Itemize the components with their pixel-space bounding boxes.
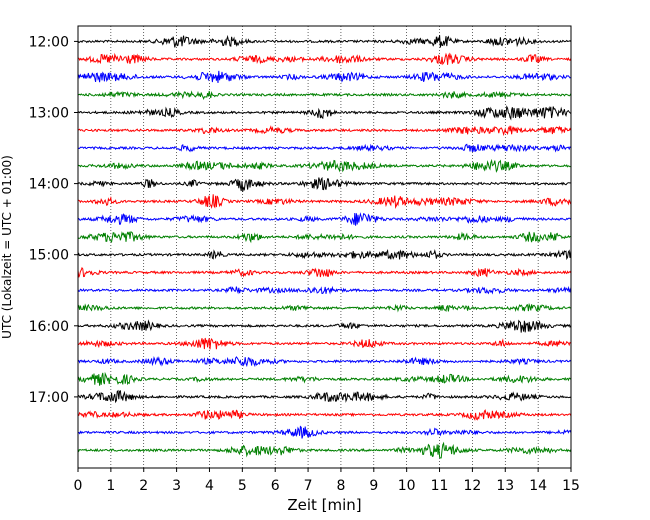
y-tick-label: 17:00	[29, 390, 69, 406]
seismic-trace	[77, 90, 572, 101]
seismic-trace	[77, 34, 572, 48]
x-tick-label: 13	[496, 478, 514, 494]
seismic-trace	[77, 143, 572, 153]
seismic-trace	[77, 52, 572, 66]
seismic-trace	[77, 319, 572, 333]
y-axis-label: UTC (Lokalzeit = UTC + 01:00)	[0, 155, 14, 339]
x-tick-label: 4	[205, 478, 214, 494]
seismic-trace	[77, 389, 571, 404]
seismic-trace	[77, 285, 572, 295]
seismic-trace	[77, 302, 572, 313]
x-axis-ticks: 0 1 2 3 4 5 6 7 8 9 10 11 12 13 14 15	[74, 468, 580, 494]
x-tick-label: 10	[398, 478, 416, 494]
seismic-trace	[77, 105, 572, 121]
x-axis-label: Zeit [min]	[287, 496, 361, 514]
grid-lines	[110, 26, 539, 468]
seismic-traces	[77, 34, 572, 459]
seismic-trace	[77, 158, 571, 173]
seismic-trace	[77, 337, 572, 350]
y-tick-label: 16:00	[29, 319, 69, 335]
x-tick-label: 7	[304, 478, 313, 494]
seismic-trace	[77, 409, 572, 421]
y-tick-label: 14:00	[29, 177, 69, 193]
x-tick-label: 9	[369, 478, 378, 494]
x-tick-label: 11	[431, 478, 449, 494]
seismic-trace	[77, 70, 572, 84]
y-tick-label: 12:00	[29, 34, 69, 50]
x-tick-label: 1	[106, 478, 115, 494]
seismic-trace	[77, 125, 572, 137]
x-tick-label: 15	[562, 478, 580, 494]
y-tick-label: 13:00	[29, 106, 69, 122]
x-tick-label: 0	[74, 478, 83, 494]
seismic-trace	[77, 356, 572, 368]
x-tick-label: 5	[238, 478, 247, 494]
x-tick-label: 3	[172, 478, 181, 494]
x-tick-label: 6	[271, 478, 280, 494]
seismic-trace	[77, 266, 572, 278]
seismic-trace	[77, 194, 572, 209]
seismic-trace	[77, 371, 572, 386]
y-tick-label: 15:00	[29, 248, 69, 264]
x-tick-label: 14	[529, 478, 547, 494]
seismic-trace	[77, 441, 572, 459]
seismic-trace	[77, 248, 572, 261]
seismic-trace	[77, 231, 572, 244]
seismic-trace	[77, 425, 572, 439]
seismic-trace	[77, 212, 572, 226]
x-tick-label: 2	[139, 478, 148, 494]
x-tick-label: 12	[463, 478, 481, 494]
plot-frame	[77, 25, 572, 469]
seismic-trace	[77, 176, 571, 192]
x-tick-label: 8	[336, 478, 345, 494]
y-axis-ticks: 12:00 13:00 14:00 15:00 16:00 17:00	[29, 34, 78, 406]
